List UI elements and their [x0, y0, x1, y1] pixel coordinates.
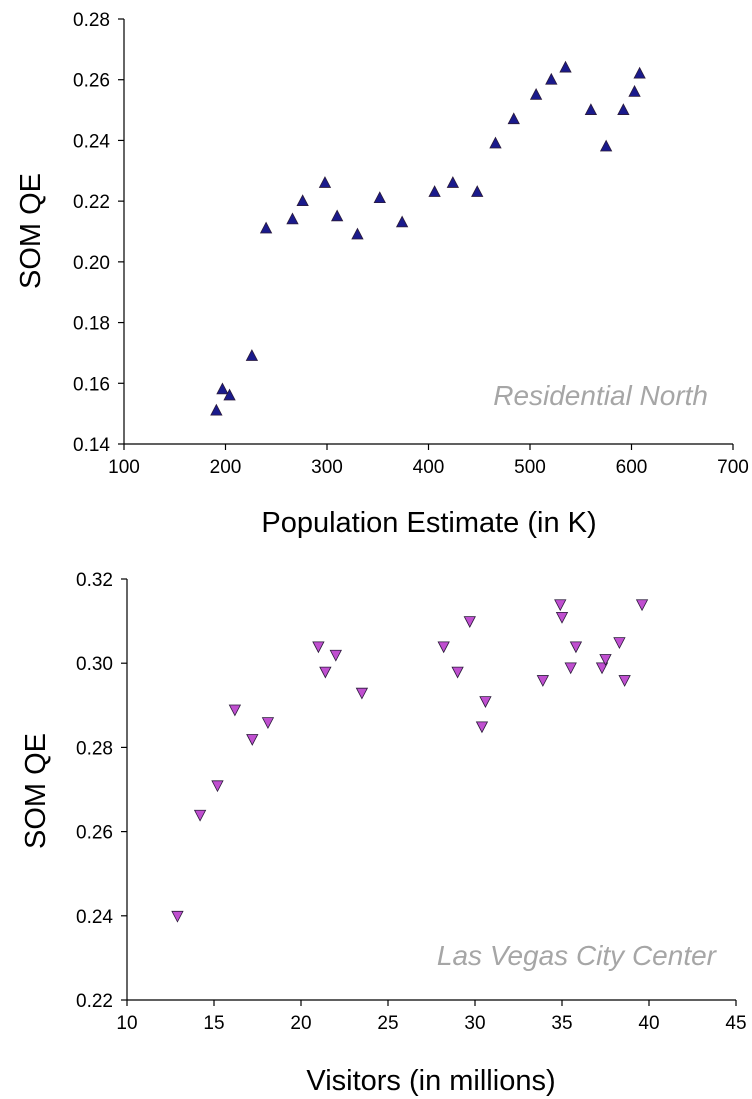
data-point — [210, 403, 223, 416]
data-point — [318, 176, 332, 188]
data-point — [635, 599, 649, 612]
data-point — [211, 780, 224, 793]
data-point — [373, 191, 386, 204]
data-point — [319, 666, 332, 679]
data-point — [554, 599, 567, 612]
x-tick-label: 25 — [377, 1013, 398, 1034]
x-tick-label: 10 — [116, 1013, 137, 1034]
y-axis-title: SOM QE — [20, 733, 52, 849]
y-tick-label: 0.22 — [76, 991, 113, 1012]
data-point — [193, 809, 207, 822]
data-point — [475, 721, 489, 734]
chart-residential-north: SOM QE Population Estimate (in K) Reside… — [15, 10, 749, 539]
data-point — [245, 349, 259, 361]
data-point — [246, 734, 259, 746]
data-point — [617, 103, 630, 115]
y-tick-label: 0.28 — [73, 10, 110, 31]
x-tick-label: 200 — [210, 457, 242, 478]
data-point — [489, 136, 502, 149]
data-point — [471, 185, 484, 197]
data-point — [312, 641, 325, 654]
x-tick-label: 600 — [616, 457, 648, 478]
y-tick-label: 0.32 — [76, 570, 113, 591]
y-tick-label: 0.30 — [76, 654, 113, 675]
x-axis-title: Population Estimate (in K) — [261, 507, 596, 539]
y-axis-title: SOM QE — [15, 173, 47, 289]
y-tick-label: 0.26 — [73, 71, 110, 92]
x-tick-label: 45 — [725, 1013, 746, 1034]
data-point — [507, 112, 520, 125]
y-ticks: 0.14 0.16 0.18 0.20 0.22 0.24 0.26 0.28 — [73, 10, 124, 456]
y-tick-label: 0.20 — [73, 253, 110, 274]
data-point — [296, 194, 309, 207]
data-point — [599, 139, 613, 152]
x-ticks: 100 200 300 400 500 600 700 — [108, 444, 749, 478]
data-point — [536, 675, 550, 687]
x-tick-label: 30 — [464, 1013, 485, 1034]
x-tick-label: 35 — [551, 1013, 572, 1034]
data-point — [559, 60, 572, 73]
data-points — [171, 599, 649, 923]
data-point — [599, 654, 612, 666]
data-point — [329, 649, 342, 662]
data-point — [451, 666, 464, 679]
data-point — [479, 696, 492, 708]
data-point — [463, 616, 476, 628]
x-tick-label: 400 — [413, 457, 445, 478]
data-point — [633, 66, 646, 79]
data-point — [171, 910, 184, 923]
data-point — [437, 641, 450, 654]
data-point — [351, 227, 364, 240]
data-point — [569, 641, 583, 654]
data-point — [223, 388, 236, 401]
y-tick-label: 0.24 — [76, 907, 113, 928]
data-point — [618, 675, 631, 687]
y-tick-label: 0.16 — [73, 374, 110, 395]
chart-annotation: Residential North — [493, 380, 708, 411]
x-tick-label: 700 — [717, 457, 749, 478]
data-point — [228, 704, 242, 717]
x-tick-label: 40 — [638, 1013, 659, 1034]
x-tick-label: 500 — [514, 457, 546, 478]
data-point — [355, 687, 369, 700]
data-point — [286, 212, 299, 225]
y-tick-label: 0.14 — [73, 435, 110, 456]
x-ticks: 10 15 20 25 30 35 40 45 — [116, 1000, 747, 1034]
y-tick-label: 0.28 — [76, 738, 113, 759]
y-ticks: 0.22 0.24 0.26 0.28 0.30 0.32 — [76, 570, 127, 1012]
data-point — [628, 84, 641, 97]
data-point — [216, 382, 229, 395]
chart-annotation: Las Vegas City Center — [437, 940, 718, 971]
data-point — [595, 662, 609, 675]
x-tick-label: 15 — [203, 1013, 224, 1034]
data-point — [613, 637, 626, 650]
x-tick-label: 20 — [290, 1013, 311, 1034]
x-axis-title: Visitors (in millions) — [306, 1065, 555, 1097]
data-point — [555, 611, 569, 624]
y-tick-label: 0.26 — [76, 823, 113, 844]
chart-las-vegas-city-center: SOM QE Visitors (in millions) Las Vegas … — [20, 570, 747, 1097]
data-point — [330, 209, 344, 222]
y-tick-label: 0.18 — [73, 314, 110, 335]
data-point — [395, 215, 409, 228]
y-tick-label: 0.22 — [73, 192, 110, 213]
data-point — [564, 662, 577, 675]
data-point — [428, 185, 441, 197]
data-points — [210, 60, 646, 416]
data-point — [446, 176, 460, 188]
data-point — [545, 72, 558, 85]
x-tick-label: 100 — [108, 457, 140, 478]
y-tick-label: 0.24 — [73, 131, 110, 152]
x-tick-label: 300 — [311, 457, 343, 478]
data-point — [584, 103, 598, 115]
data-point — [259, 221, 273, 234]
data-point — [261, 717, 275, 730]
data-point — [529, 88, 543, 100]
